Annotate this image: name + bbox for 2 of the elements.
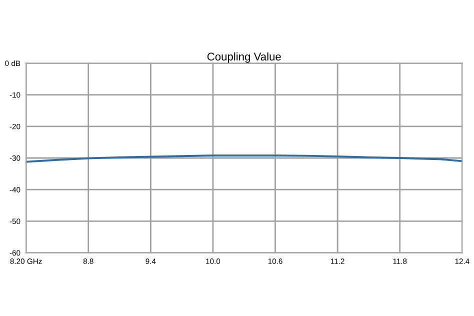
chart-title: Coupling Value	[207, 52, 281, 63]
line-series	[26, 154, 462, 163]
